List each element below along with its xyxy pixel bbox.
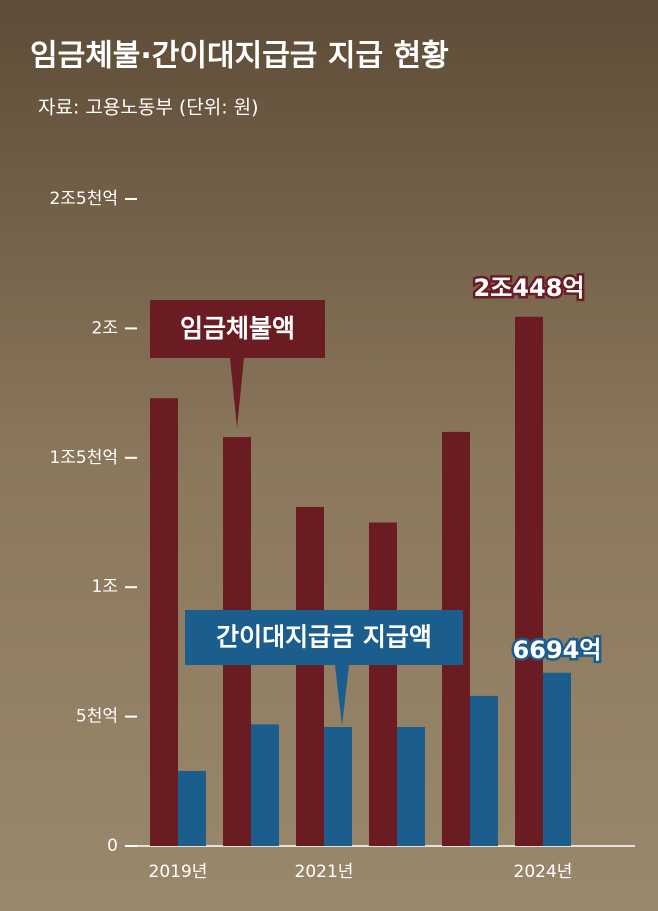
chart-subtitle: 자료: 고용노동부 (단위: 원) — [38, 97, 259, 119]
y-tick-label: 2조5천억 — [49, 189, 118, 209]
x-tick-label: 2021년 — [295, 862, 354, 882]
bar — [324, 726, 352, 846]
bar — [150, 398, 178, 846]
y-tick-label: 2조 — [92, 318, 118, 338]
legend-label: 간이대지급금 지급액 — [216, 623, 432, 652]
y-tick-label: 1조5천억 — [49, 448, 118, 468]
bar — [543, 672, 571, 846]
x-tick-label: 2024년 — [514, 862, 573, 882]
data-label: 2조448억 — [474, 274, 585, 302]
bar — [397, 726, 425, 846]
legend-label: 임금체불액 — [180, 314, 295, 343]
bar — [251, 724, 279, 846]
y-tick-label: 5천억 — [76, 707, 118, 727]
bar — [178, 770, 206, 846]
y-tick-label: 0 — [107, 836, 118, 856]
chart-title: 임금체불·간이대지급금 지급 현황 — [30, 39, 449, 74]
callout-box — [185, 610, 463, 726]
bar — [515, 316, 543, 846]
bar — [369, 522, 397, 846]
data-label: 6694억 — [513, 636, 602, 664]
bar — [296, 506, 324, 846]
y-tick-label: 1조 — [92, 577, 118, 597]
callout-box — [150, 300, 325, 428]
x-tick-label: 2019년 — [149, 862, 208, 882]
bar — [470, 695, 498, 846]
